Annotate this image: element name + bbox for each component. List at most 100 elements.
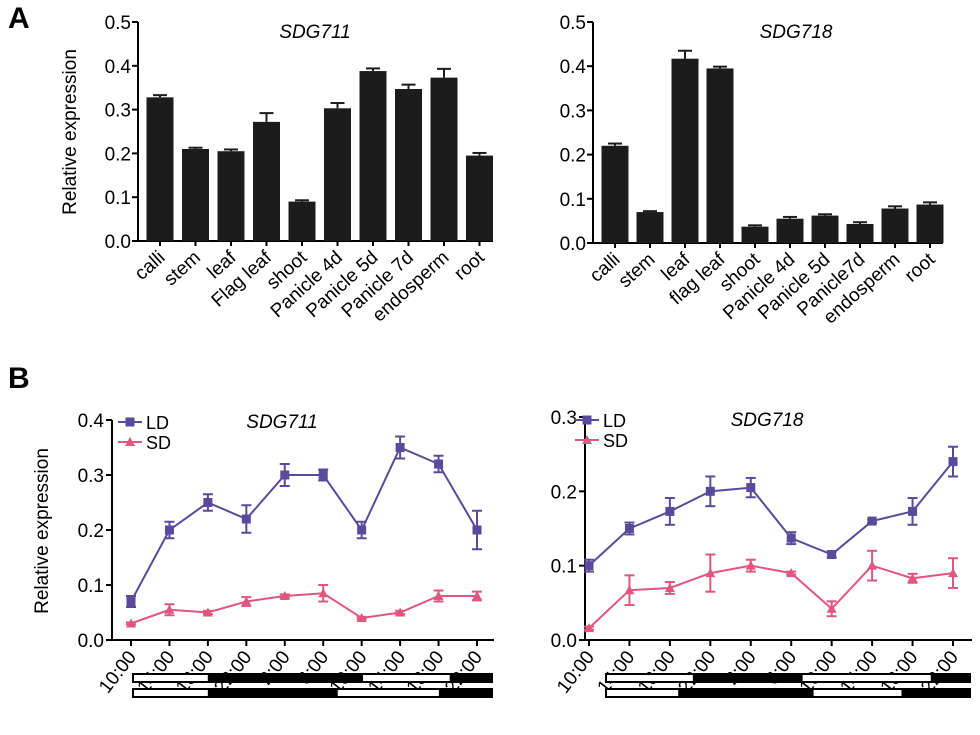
- data-point-sd: [624, 585, 635, 595]
- bar: [741, 226, 769, 243]
- y-tick-label: 0.1: [105, 188, 131, 209]
- y-tick-label: 0.5: [105, 13, 131, 34]
- y-tick-label: 0.2: [551, 482, 577, 503]
- x-category-label: root: [450, 247, 489, 285]
- y-tick-label: 0.4: [560, 57, 587, 78]
- series-line-sd: [588, 564, 954, 629]
- data-point-sd: [126, 618, 136, 628]
- y-tick-label: 0.3: [560, 101, 586, 122]
- bar: [395, 89, 422, 241]
- legend-marker-ld: [582, 415, 592, 425]
- y-tick-label: 0.0: [551, 631, 577, 652]
- y-tick-label: 0.0: [560, 234, 586, 255]
- legend-label-ld: LD: [146, 413, 169, 433]
- light-period-segment: [607, 675, 693, 681]
- legend-marker-ld: [125, 417, 135, 427]
- x-category-label: stem: [615, 249, 660, 292]
- charts-container: 0.0 0.1 0.2 0.3 0.4 0.5 SDG711 Relative express…: [32, 13, 972, 698]
- data-point-sd: [907, 573, 918, 583]
- data-point-sd: [826, 603, 837, 613]
- data-point-sd: [745, 560, 756, 570]
- dark-period-bar: [605, 688, 971, 698]
- y-axis-label: Relative expression: [60, 49, 81, 215]
- bar: [359, 71, 387, 241]
- data-point-sd: [395, 607, 406, 617]
- legend-marker-sd: [582, 435, 592, 444]
- data-point-sd: [705, 568, 716, 578]
- y-tick-label: 0.3: [78, 466, 104, 487]
- data-point-ld: [705, 486, 715, 496]
- data-point-ld: [434, 459, 444, 469]
- bar: [430, 77, 458, 241]
- y-tick-label: 0.0: [78, 631, 104, 652]
- bar: [706, 68, 734, 243]
- data-point-ld: [624, 524, 634, 533]
- y-tick-label: 0.2: [105, 144, 131, 165]
- bar: [671, 58, 699, 243]
- light-period-segment: [802, 675, 931, 681]
- bar: [288, 201, 316, 241]
- data-point-ld: [786, 533, 796, 543]
- data-point-ld: [584, 561, 594, 571]
- data-point-ld: [203, 498, 213, 507]
- series-line-sd: [130, 592, 477, 625]
- chart-title: SDG711: [279, 22, 350, 43]
- y-tick-label: 0.5: [560, 13, 586, 34]
- data-point-ld: [827, 550, 837, 560]
- data-point-ld: [908, 506, 918, 516]
- chart-title: SDG718: [760, 22, 833, 43]
- data-point-ld: [318, 470, 328, 480]
- bar: [811, 215, 839, 243]
- y-tick-label: 0.1: [78, 576, 104, 597]
- legend-marker-sd: [125, 437, 135, 446]
- data-point-ld: [164, 525, 174, 535]
- data-point-ld: [746, 483, 756, 493]
- x-tick-label: 10:00: [553, 647, 599, 697]
- light-period-segment: [134, 675, 208, 681]
- y-tick-label: 0.4: [78, 411, 105, 432]
- bar: [146, 97, 174, 241]
- light-period-segment: [363, 675, 450, 681]
- panel-a-label: A: [8, 2, 30, 35]
- data-point-sd: [948, 568, 958, 578]
- dark-period-bar: [605, 673, 971, 683]
- data-point-ld: [472, 525, 482, 535]
- y-tick-label: 0.0: [105, 232, 131, 253]
- y-tick-label: 0.2: [78, 521, 104, 542]
- data-point-ld: [867, 516, 877, 526]
- series-line-ld: [588, 460, 954, 567]
- bar: [601, 145, 629, 243]
- dark-period-bar: [132, 673, 493, 683]
- data-point-ld: [126, 597, 136, 606]
- bar: [776, 218, 804, 243]
- data-point-sd: [279, 591, 290, 600]
- data-point-ld: [280, 470, 290, 480]
- series-line-ld: [130, 446, 478, 602]
- y-tick-label: 0.2: [560, 146, 586, 167]
- y-tick-label: 0.1: [551, 557, 577, 578]
- light-period-segment: [337, 690, 439, 696]
- y-axis-label: Relative expression: [32, 448, 53, 614]
- data-point-sd: [786, 568, 797, 578]
- bar: [636, 212, 664, 243]
- x-category-label: root: [901, 249, 940, 287]
- chart-title: SDG711: [246, 412, 317, 433]
- chart-title: SDG718: [731, 410, 804, 431]
- dark-period-bar: [132, 688, 493, 698]
- y-tick-label: 0.3: [551, 408, 577, 429]
- data-point-sd: [318, 588, 329, 598]
- data-point-sd: [472, 591, 482, 600]
- data-point-sd: [202, 607, 213, 617]
- data-point-ld: [241, 514, 251, 524]
- bar: [182, 149, 209, 241]
- data-point-ld: [357, 525, 367, 535]
- legend-label-ld: LD: [603, 411, 626, 431]
- bar: [253, 121, 280, 241]
- y-tick-label: 0.1: [560, 190, 586, 211]
- panel-b-label: B: [8, 362, 30, 395]
- legend-label-sd: SD: [603, 431, 628, 451]
- bar: [324, 108, 351, 241]
- bar: [466, 155, 493, 241]
- legend-label-sd: SD: [146, 433, 171, 453]
